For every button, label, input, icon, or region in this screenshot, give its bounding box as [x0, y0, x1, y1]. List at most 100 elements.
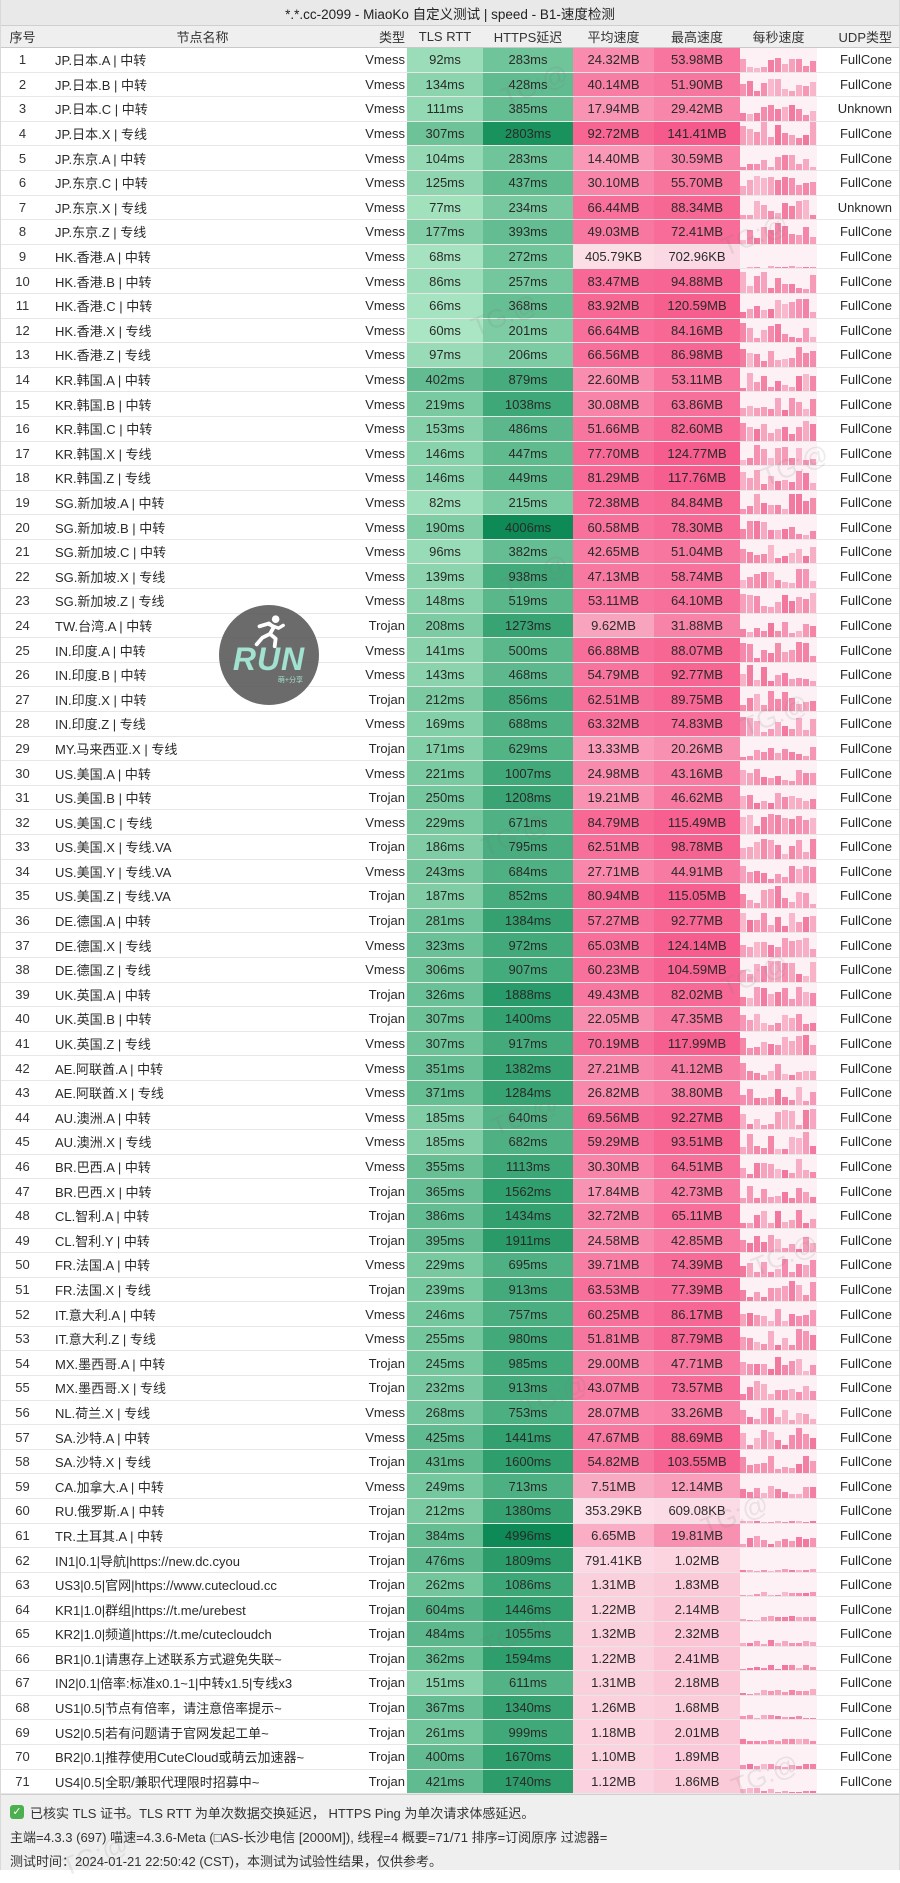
table-row: 69 US2|0.5|若有问题请于官网发起工单~ Trojan 261ms 999ms 1…: [0, 1720, 900, 1745]
max-speed: 47.35MB: [654, 1007, 740, 1031]
row-index: 56: [15, 1404, 30, 1420]
per-second-speed-sparkline: [740, 761, 817, 785]
max-speed: 53.11MB: [654, 367, 740, 392]
avg-speed: 65.03MB: [573, 933, 654, 957]
tls-rtt: 97ms: [407, 343, 483, 367]
per-second-speed-sparkline: [740, 908, 817, 933]
node-name: RU.俄罗斯.A | 中转: [55, 1504, 165, 1520]
max-speed: 92.27MB: [654, 1105, 740, 1130]
udp-type: FullCone: [839, 1331, 892, 1347]
per-second-speed-sparkline: [740, 1351, 817, 1376]
https-latency: 1380ms: [483, 1499, 573, 1523]
node-name: MX.墨西哥.X | 专线: [55, 1381, 166, 1397]
udp-type: FullCone: [839, 445, 892, 461]
tls-rtt: 281ms: [407, 908, 483, 933]
tls-rtt: 306ms: [407, 957, 483, 982]
udp-type: FullCone: [839, 126, 892, 142]
node-name: AU.澳洲.A | 中转: [55, 1110, 151, 1126]
node-type: Vmess: [365, 224, 405, 240]
node-name: JP.东京.C | 中转: [55, 176, 148, 192]
https-latency: 4996ms: [483, 1523, 573, 1548]
node-type: Vmess: [365, 568, 405, 584]
node-name: JP.东京.Z | 专线: [55, 225, 147, 241]
https-latency: 1911ms: [483, 1228, 573, 1253]
node-type: Vmess: [365, 1085, 405, 1101]
table-row: 67 IN2|0.1|倍率:标准x0.1~1|中转x1.5|专线x3 Trojan 1…: [0, 1671, 900, 1696]
node-type: Vmess: [365, 962, 405, 978]
udp-type: FullCone: [839, 1700, 892, 1716]
https-latency: 486ms: [483, 416, 573, 441]
row-index: 33: [15, 839, 30, 855]
max-speed: 86.98MB: [654, 343, 740, 367]
table-row: 7 JP.东京.X | 专线 Vmess 77ms 234ms 66.44MB 88.34M…: [0, 195, 900, 221]
max-speed: 88.69MB: [654, 1425, 740, 1449]
per-second-speed-sparkline: [740, 1474, 817, 1499]
avg-speed: 70.19MB: [573, 1031, 654, 1056]
tls-rtt: 307ms: [407, 1007, 483, 1031]
row-index: 55: [15, 1380, 30, 1396]
table-row: 39 UK.英国.A | 中转 Trojan 326ms 1888ms 49.43MB 82…: [0, 982, 900, 1008]
node-name: FR.法国.X | 专线: [55, 1282, 151, 1298]
tls-rtt: 249ms: [407, 1474, 483, 1499]
node-name: SG.新加坡.X | 专线: [55, 569, 166, 585]
max-speed: 82.02MB: [654, 982, 740, 1007]
avg-speed: 791.41KB: [573, 1548, 654, 1572]
tls-rtt: 395ms: [407, 1228, 483, 1253]
udp-type: FullCone: [839, 790, 892, 806]
tls-rtt: 153ms: [407, 416, 483, 441]
node-type: Vmess: [365, 667, 405, 683]
avg-speed: 63.32MB: [573, 712, 654, 736]
max-speed: 55.70MB: [654, 170, 740, 195]
https-latency: 519ms: [483, 589, 573, 613]
avg-speed: 54.82MB: [573, 1449, 654, 1474]
row-index: 40: [15, 1011, 30, 1027]
udp-type: FullCone: [839, 1650, 892, 1666]
max-speed: 84.16MB: [654, 318, 740, 343]
avg-speed: 24.98MB: [573, 761, 654, 785]
tls-rtt: 604ms: [407, 1597, 483, 1621]
row-index: 64: [15, 1601, 30, 1617]
node-name: UK.英国.B | 中转: [55, 1012, 152, 1028]
row-index: 36: [15, 913, 30, 929]
node-type: Vmess: [365, 199, 405, 215]
tls-rtt: 246ms: [407, 1302, 483, 1326]
summary-footer: ✓ 已核实 TLS 证书。TLS RTT 为单次数据交换延迟， HTTPS Pi…: [0, 1794, 900, 1870]
table-row: 65 KR2|1.0|频道|https://t.me/cutecloudch Tro…: [0, 1622, 900, 1647]
table-row: 5 JP.东京.A | 中转 Vmess 104ms 283ms 14.40MB 30.59…: [0, 146, 900, 171]
per-second-speed-sparkline: [740, 1523, 817, 1548]
table-row: 21 SG.新加坡.C | 中转 Vmess 96ms 382ms 42.65MB 51.0…: [0, 539, 900, 565]
avg-speed: 24.32MB: [573, 48, 654, 72]
max-speed: 74.83MB: [654, 712, 740, 736]
avg-speed: 92.72MB: [573, 121, 654, 146]
udp-type: FullCone: [839, 716, 892, 732]
https-latency: 879ms: [483, 367, 573, 392]
per-second-speed-sparkline: [740, 1720, 817, 1744]
tls-rtt: 400ms: [407, 1744, 483, 1769]
node-type: Vmess: [365, 1159, 405, 1175]
https-latency: 999ms: [483, 1720, 573, 1744]
node-name: SA.沙特.X | 专线: [55, 1455, 151, 1471]
node-name: BR1|0.1|请惠存上述联系方式避免失联~: [55, 1651, 282, 1667]
https-latency: 1273ms: [483, 613, 573, 638]
avg-speed: 77.70MB: [573, 441, 654, 466]
node-type: Vmess: [365, 1306, 405, 1322]
tls-rtt: 148ms: [407, 589, 483, 613]
tls-rtt: 323ms: [407, 933, 483, 957]
avg-speed: 22.60MB: [573, 367, 654, 392]
udp-type: FullCone: [839, 1208, 892, 1224]
avg-speed: 28.07MB: [573, 1400, 654, 1425]
table-row: 60 RU.俄罗斯.A | 中转 Trojan 212ms 1380ms 353.29KB…: [0, 1499, 900, 1524]
avg-speed: 47.13MB: [573, 564, 654, 589]
udp-type: FullCone: [839, 667, 892, 683]
node-name: SG.新加坡.Z | 专线: [55, 594, 165, 610]
udp-type: FullCone: [839, 273, 892, 289]
tls-rtt: 96ms: [407, 539, 483, 564]
row-index: 68: [15, 1700, 30, 1716]
node-name: DE.德国.Z | 专线: [55, 963, 151, 979]
per-second-speed-sparkline: [740, 564, 817, 589]
max-speed: 94.88MB: [654, 269, 740, 293]
https-latency: 1113ms: [483, 1154, 573, 1179]
avg-speed: 7.51MB: [573, 1474, 654, 1499]
node-name: IN.印度.A | 中转: [55, 643, 146, 659]
table-row: 46 BR.巴西.A | 中转 Vmess 355ms 1113ms 30.30MB 64.…: [0, 1154, 900, 1180]
